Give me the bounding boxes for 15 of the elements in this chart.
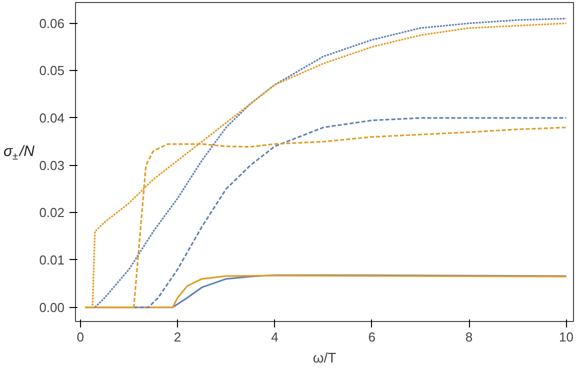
y-tick-label: 0.05 [39,63,65,78]
x-tick-label: 8 [465,330,473,344]
x-tick-label: 2 [174,330,182,344]
y-tick-label: 0.02 [39,205,65,220]
x-axis-title: ω/T [312,350,337,366]
y-tick-label: 0.04 [39,110,65,126]
x-tick-label: 10 [558,330,574,344]
y-axis-title: σ±/N [4,143,35,162]
x-tick-label: 0 [76,330,84,344]
y-tick-label: 0.01 [39,252,65,268]
y-tick-label: 0.06 [39,16,65,31]
x-tick-label: 4 [271,330,278,344]
y-tick-label: 0.03 [39,158,65,173]
x-tick-label: 6 [368,330,376,344]
y-tick-label: 0.00 [39,300,65,315]
